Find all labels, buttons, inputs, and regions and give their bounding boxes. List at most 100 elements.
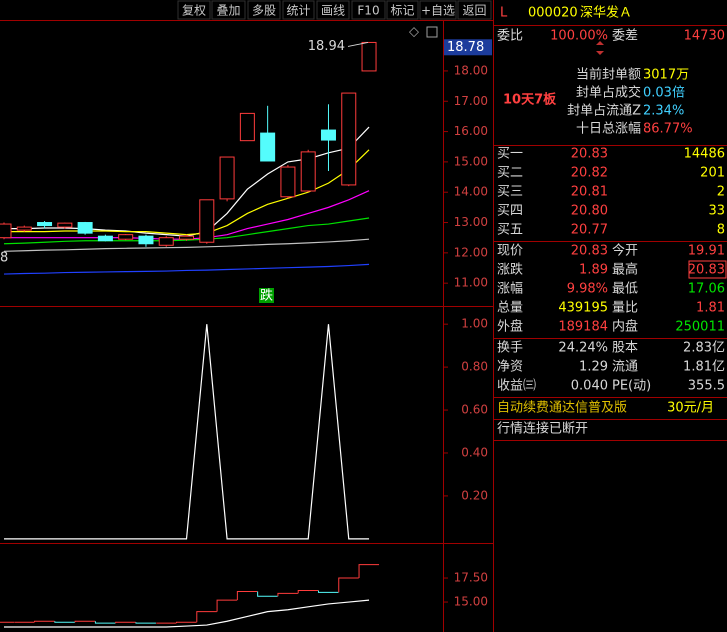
toolbar-button[interactable] [419,0,457,20]
bid-volume: 8 [717,223,725,238]
bid-volume: 201 [700,166,725,181]
info-label: 封单占成交 [576,85,641,101]
step-segment [338,577,359,593]
step-segment [297,590,319,594]
stat-value: 20.83 [571,244,608,259]
y-tick-label: 13.00 [454,215,488,229]
step-segment [115,621,136,624]
stat-label: 内盘 [612,319,638,335]
stat-value: 19.91 [688,244,725,259]
y-tick-label: 1.00 [461,317,488,331]
info-label: 当前封单额 [576,67,641,83]
toolbar-label[interactable]: 标记 [390,4,414,18]
indicator-line [3,263,370,275]
y-tick-label: 12.00 [454,245,488,259]
fund-label: 净资 [497,360,523,375]
icon-window[interactable] [426,26,438,38]
fund-label: 流通 [612,360,638,375]
y-tick-label: 16.00 [454,124,488,138]
candle-body [179,235,195,240]
stat-label: 涨跌 [497,262,523,278]
indicator-line [4,599,370,628]
stat-value: 439195 [558,301,608,316]
y-tick-label: 15.00 [454,595,488,609]
label: 委比 [497,29,523,44]
last-price-label: 18.78 [447,40,484,55]
toolbar-label[interactable]: F10 [357,4,379,18]
fund-value: 355.5 [688,379,725,394]
toolbar-button[interactable] [247,0,281,20]
edge-label: 8 [0,251,8,266]
y-tick-label: 17.50 [454,571,488,585]
candle-body [260,132,276,162]
stat-value: 17.06 [688,282,725,297]
stat-value: 250011 [675,320,725,335]
fund-value: 0.040 [571,379,608,394]
high-pointer [347,41,369,47]
stat-label: 最高 [612,262,638,278]
bid-price: 20.80 [571,204,608,219]
y-tick-label: 0.80 [461,360,488,374]
candle-body [0,223,12,239]
step-segment [236,590,258,601]
y-tick-label: 0.20 [461,488,488,502]
bid-label: 买一 [497,147,523,162]
toolbar-button[interactable] [282,0,315,20]
fund-label: 收益㈢ [497,379,536,394]
info-label: 封单占流通Z [567,104,641,119]
bid-volume: 2 [717,185,725,200]
banner-price: 30元/月 [667,401,714,416]
candle-body [97,235,113,242]
toolbar-label[interactable]: +自选 [421,4,455,18]
banner-text: 自动续费通达信普及版 [497,401,627,416]
step-segment [216,599,238,612]
stat-label: 总量 [497,301,523,316]
bid-price: 20.81 [571,185,608,200]
toolbar-label[interactable]: 画线 [321,4,345,18]
candle-body [158,237,174,246]
fund-value: 24.24% [558,341,608,356]
stat-label: 现价 [497,244,523,259]
info-value: 86.77% [643,122,693,137]
toolbar-button[interactable] [457,0,492,20]
step-segment [176,621,197,624]
info-value: 2.34% [643,104,684,119]
step-segment [54,621,75,623]
toolbar-button[interactable] [211,0,246,20]
toolbar-label[interactable]: 多股 [252,4,276,18]
toolbar-button[interactable] [316,0,350,20]
step-segment [277,592,298,597]
candle-body [341,92,357,186]
step-segment [196,611,217,623]
bid-volume: 14486 [684,147,725,162]
step-segment [135,622,156,624]
quote-panel: L 000020 深华发Ａ 委比 100.00% 委差 14730 10天7板 当前封单额 301… [494,5,727,441]
toolbar-button[interactable] [386,0,419,20]
stat-label: 外盘 [497,319,523,335]
stock-code: 000020 [528,6,578,21]
bid-label: 买三 [497,185,523,200]
toolbar-label[interactable]: 统计 [286,4,310,18]
stat-label: 今开 [612,243,638,259]
toolbar-label[interactable]: 返回 [462,4,486,18]
icon-diamond[interactable]: ◇ [409,25,419,40]
stat-label: 最低 [612,282,638,297]
toolbar-label[interactable]: 叠加 [216,4,240,18]
y-tick-label: 0.60 [461,403,488,417]
toolbar-label[interactable]: 复权 [182,4,206,18]
step-segment [317,590,339,593]
icon-arrows [596,41,604,55]
stat-value: 9.98% [567,282,608,297]
y-tick-label: 18.00 [454,63,488,77]
bid-label: 买五 [497,223,523,238]
indicator-line [4,324,370,540]
stock-name: 深华发Ａ [580,5,632,21]
toolbar-button[interactable] [177,0,211,20]
fund-value: 2.83亿 [683,341,725,356]
candle-body [16,226,32,231]
step-segment [257,591,278,597]
stat-value: 189184 [558,320,608,335]
toolbar-button[interactable] [351,0,386,20]
